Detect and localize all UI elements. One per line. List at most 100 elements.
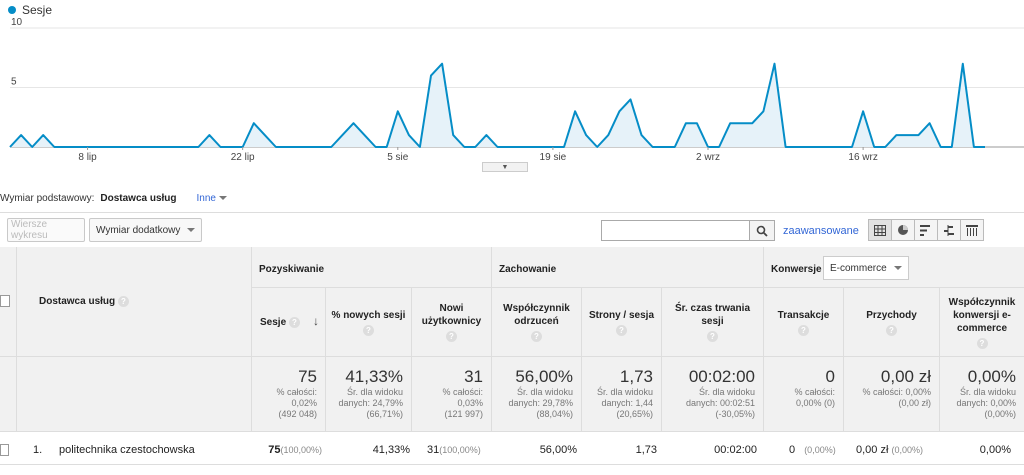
primary-dimension-other[interactable]: Inne <box>197 193 227 204</box>
conversions-select[interactable]: E-commerce <box>823 256 909 280</box>
caret-down-icon <box>219 196 227 201</box>
total-sub2: (0,00 zł) <box>898 398 931 408</box>
row-checkbox[interactable] <box>0 444 9 456</box>
totals-label-cell <box>17 357 252 432</box>
plot-rows-button[interactable]: Wiersze wykresu <box>7 218 85 242</box>
x-tick-label: 19 sie <box>540 152 567 163</box>
column-header-bounce-rate[interactable]: Współczynnik odrzuceń ? <box>492 288 582 357</box>
total-sub2: danych: 1,44 <box>601 398 653 408</box>
table-row[interactable]: 1. politechnika czestochowska 75(100,00%… <box>0 432 1024 465</box>
select-all-checkbox[interactable] <box>0 295 10 307</box>
total-value: 31 <box>464 367 483 386</box>
column-header-transactions[interactable]: Transakcje ? <box>764 288 844 357</box>
help-icon[interactable]: ? <box>616 324 627 336</box>
dimension-header-cell: Dostawca usług ? <box>17 247 252 357</box>
column-header-avg-duration[interactable]: Śr. czas trwania sesji ? <box>662 288 764 357</box>
total-revenue: 0,00 zł % całości: 0,00% (0,00 zł) <box>844 357 940 432</box>
new-users-value: 31 <box>427 444 440 456</box>
total-value: 1,73 <box>619 367 653 386</box>
view-switcher <box>868 219 984 241</box>
total-sub2: 0,03% <box>457 398 483 408</box>
comparison-view-icon[interactable] <box>937 219 961 241</box>
help-icon[interactable]: ? <box>117 296 129 307</box>
help-icon[interactable]: ? <box>707 331 718 342</box>
caret-down-icon <box>187 228 195 232</box>
x-tick-label: 22 lip <box>231 152 255 163</box>
pivot-view-icon[interactable] <box>960 219 984 241</box>
total-avg-duration: 00:02:00 Śr. dla widoku danych: 00:02:51… <box>662 357 764 432</box>
total-value: 0,00% <box>967 367 1016 386</box>
column-header-new-users[interactable]: Nowi użytkownicy ? <box>412 288 492 357</box>
help-icon[interactable]: ? <box>446 331 457 342</box>
bar-view-icon[interactable] <box>914 219 938 241</box>
pie-view-icon[interactable] <box>891 219 915 241</box>
y-tick-label: 5 <box>11 77 17 88</box>
row-new-users: 31(100,00%) <box>418 444 490 456</box>
grid-view-icon[interactable] <box>868 219 892 241</box>
conversions-title: Konwersje <box>771 264 822 275</box>
x-tick-label: 2 wrz <box>696 152 720 163</box>
total-sub2: danych: 0,00% <box>956 398 1016 408</box>
column-label: Współczynnik konwersji e-commerce <box>948 296 1016 334</box>
column-header-sessions[interactable]: Sesje ? ↓ <box>252 288 326 357</box>
column-label: % nowych sesji <box>331 309 406 321</box>
row-transactions: 0 (0,00%) <box>770 444 842 456</box>
total-value: 00:02:00 <box>688 367 755 386</box>
column-label: Śr. czas trwania sesji <box>674 303 751 327</box>
search-button[interactable] <box>750 220 775 241</box>
row-dimension-value[interactable]: politechnika czestochowska <box>59 444 195 456</box>
y-tick-label: 10 <box>11 17 23 28</box>
sessions-value: 75 <box>268 444 281 456</box>
help-icon[interactable]: ? <box>798 324 809 336</box>
total-sub1: Śr. dla widoku <box>516 387 573 397</box>
total-sub2: 0,00% (0) <box>795 398 835 408</box>
column-label: Transakcje <box>777 309 830 321</box>
total-sub2: danych: 24,79% <box>338 398 403 408</box>
help-icon[interactable]: ? <box>976 337 988 349</box>
total-sub1: % całości: <box>276 387 317 397</box>
column-header-pages-per-session[interactable]: Strony / sesja ? <box>582 288 662 357</box>
total-value: 56,00% <box>515 367 573 386</box>
total-value: 75 <box>298 367 317 386</box>
series-area <box>10 63 985 148</box>
row-bounce-rate: 56,00% <box>539 444 577 456</box>
total-sub1: % całości: 0,00% <box>862 387 931 397</box>
sort-down-icon[interactable]: ↓ <box>313 314 319 328</box>
search-icon <box>756 225 768 237</box>
row-avg-duration: 00:02:00 <box>714 444 757 456</box>
x-tick-label: 16 wrz <box>848 152 877 163</box>
total-sub3: (492 048) <box>278 409 317 419</box>
primary-dimension-active[interactable]: Dostawca usług <box>100 193 177 204</box>
table-search-input[interactable] <box>601 220 750 241</box>
help-icon[interactable]: ? <box>531 331 542 342</box>
row-sessions: 75(100,00%) <box>258 444 322 456</box>
sessions-chart: Sesje 10 5 8 lip 22 lip 5 sie 19 sie 2 wrz 16 w… <box>0 0 1024 172</box>
total-sub2: danych: 00:02:51 <box>685 398 755 408</box>
total-sub1: Śr. dla widoku <box>346 387 403 397</box>
revenue-pct: (0,00%) <box>891 445 923 455</box>
total-sub1: Śr. dla widoku <box>698 387 755 397</box>
chart-collapse-button[interactable]: ▼ <box>482 162 528 172</box>
chevron-down-icon: ▼ <box>501 163 509 171</box>
total-value: 0,00 zł <box>880 367 931 386</box>
behavior-group-header: Zachowanie <box>492 247 764 288</box>
total-sub1: % całości: <box>442 387 483 397</box>
secondary-dimension-select[interactable]: Wymiar dodatkowy <box>89 218 202 242</box>
conversions-group-header: Konwersje E-commerce <box>764 247 1024 288</box>
row-conversion-rate: 0,00% <box>979 444 1011 456</box>
help-icon[interactable]: ? <box>288 316 300 328</box>
column-label: Strony / sesja <box>588 309 655 321</box>
advanced-filter-link[interactable]: zaawansowane <box>783 225 859 237</box>
help-icon[interactable]: ? <box>886 324 897 336</box>
chart-legend: Sesje <box>8 3 52 17</box>
column-header-revenue[interactable]: Przychody ? <box>844 288 940 357</box>
dimension-header[interactable]: Dostawca usług <box>39 296 116 308</box>
total-sub3: (88,04%) <box>536 409 573 419</box>
column-header-conversion-rate[interactable]: Współczynnik konwersji e-commerce ? <box>940 288 1024 357</box>
column-header-new-sessions-pct[interactable]: % nowych sesji ? <box>326 288 412 357</box>
row-pages-per-session: 1,73 <box>635 444 657 456</box>
total-sub2: 0,02% <box>291 398 317 408</box>
help-icon[interactable]: ? <box>363 324 374 336</box>
legend-dot-icon <box>8 6 16 14</box>
caret-down-icon <box>894 266 902 270</box>
